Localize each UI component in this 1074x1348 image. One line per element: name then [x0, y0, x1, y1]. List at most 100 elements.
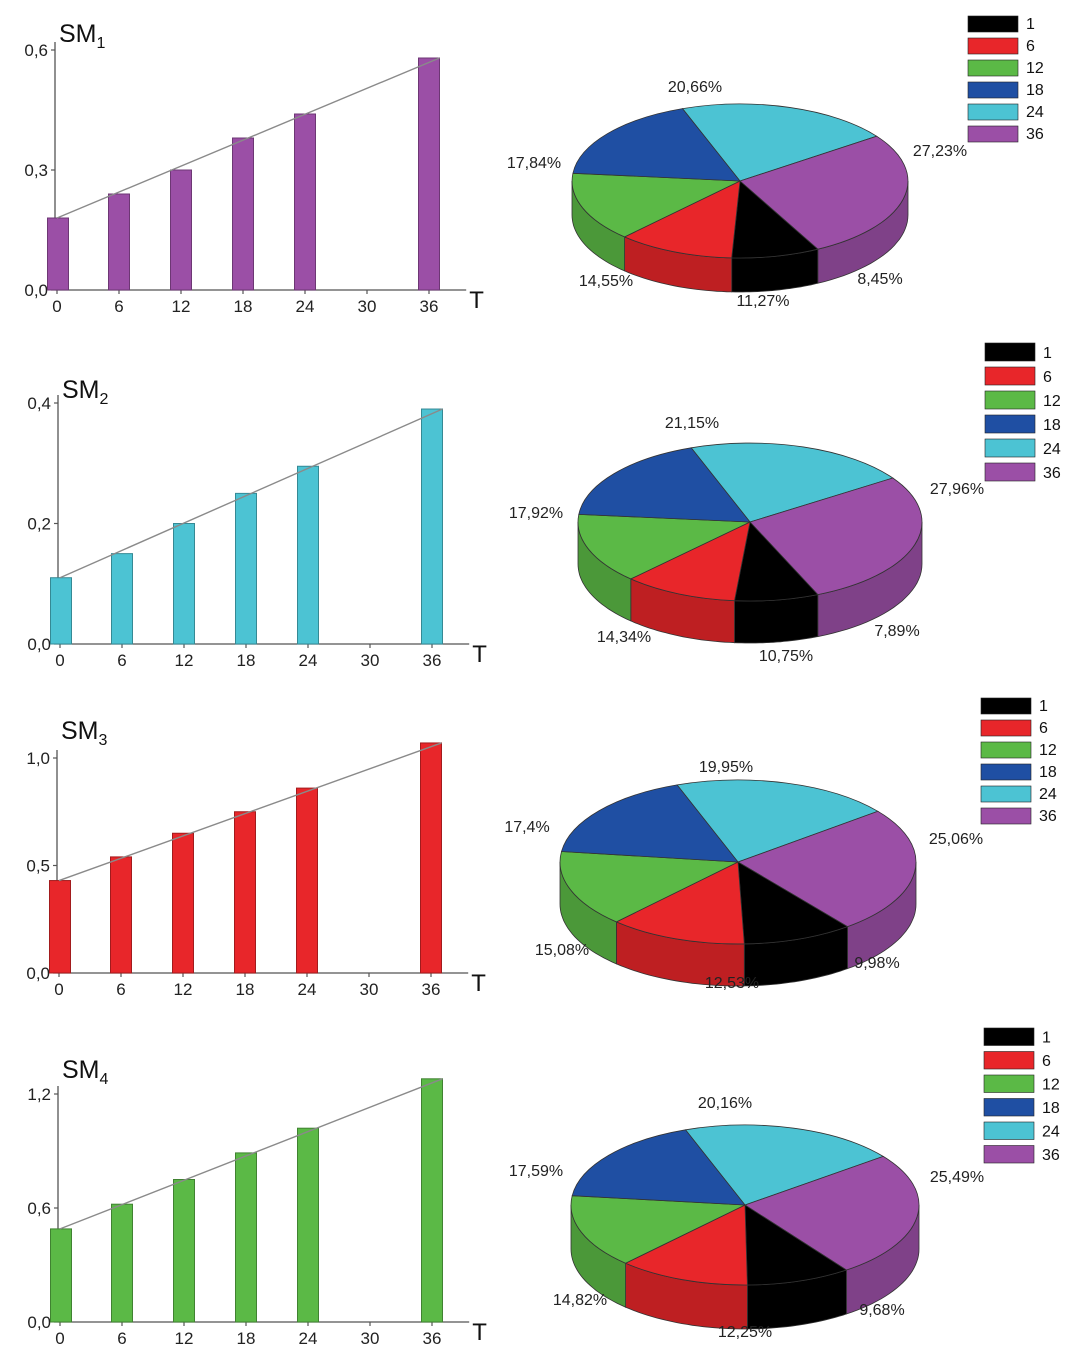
- x-tick-label: 24: [299, 1329, 318, 1348]
- pie-panel-3: 9,98% 12,53% 15,08% 17,4% 19,95% 25,06% 1 6 12 18…: [504, 697, 1057, 992]
- legend-label-6: 6: [1026, 38, 1035, 55]
- x-tick-label: 36: [423, 651, 442, 670]
- legend-label-18: 18: [1039, 764, 1057, 781]
- bar-t-36: [421, 408, 443, 645]
- bar-t-0: [50, 1228, 72, 1323]
- x-tick-label: 36: [420, 297, 439, 316]
- panel-label: SM3: [61, 717, 108, 749]
- legend-swatch-1: [967, 15, 1019, 33]
- legend-swatch-36: [984, 462, 1036, 482]
- bar-t-12: [172, 832, 194, 974]
- legend-label-12: 12: [1026, 60, 1044, 77]
- legend-label-12: 12: [1043, 393, 1061, 410]
- bar-t-18: [232, 137, 254, 291]
- legend-swatch-1: [984, 342, 1036, 362]
- slice-label-36: 25,49%: [930, 1169, 984, 1186]
- legend-swatch-12: [967, 59, 1019, 77]
- x-tick-label: 24: [298, 980, 317, 999]
- slice-label-1: 9,68%: [859, 1302, 904, 1319]
- slice-label-6: 12,25%: [718, 1324, 772, 1341]
- x-tick-label: 36: [423, 1329, 442, 1348]
- y-tick-label: 1,2: [27, 1085, 51, 1104]
- x-tick-label: 6: [117, 651, 126, 670]
- y-tick-label: 0,2: [27, 515, 51, 534]
- bar-panel-sm4: 0,0 0,6 1,2 0 6 12 18 24 30 36 T SM4: [27, 1056, 487, 1348]
- pie-panel-1: 8,45%11,27%14,55%17,84%20,66%27,23%16121…: [507, 15, 1044, 310]
- slice-label-6: 12,53%: [705, 975, 759, 992]
- bar-t-6: [108, 193, 130, 291]
- legend-label-6: 6: [1043, 369, 1052, 386]
- slice-label-24: 20,66%: [668, 79, 722, 96]
- legend-swatch-36: [983, 1145, 1035, 1164]
- x-tick-label: 30: [360, 980, 379, 999]
- slice-label-6: 11,27%: [736, 293, 789, 310]
- x-tick-label: 12: [174, 980, 193, 999]
- y-tick-label: 0,5: [26, 857, 50, 876]
- legend-label-36: 36: [1043, 465, 1061, 482]
- pie-slice-24: [690, 442, 894, 523]
- y-tick-label: 0,4: [27, 394, 51, 413]
- panel-label-subscript: 1: [97, 35, 106, 52]
- y-tick-label: 0,0: [24, 281, 48, 300]
- legend-swatch-24: [967, 103, 1019, 121]
- x-axis-label: T: [472, 641, 487, 668]
- bar-t-0: [50, 577, 72, 645]
- legend-swatch-36: [967, 125, 1019, 143]
- legend-label-18: 18: [1043, 417, 1061, 434]
- bar-t-18: [235, 1152, 257, 1323]
- legend-swatch-36: [980, 807, 1032, 825]
- slice-label-18: 17,4%: [504, 819, 549, 836]
- x-tick-label: 30: [358, 297, 377, 316]
- legend-swatch-1: [983, 1027, 1035, 1046]
- pie-side-1: [734, 594, 819, 644]
- legend-label-24: 24: [1043, 441, 1061, 458]
- x-tick-label: 6: [114, 297, 123, 316]
- x-tick-label: 6: [117, 1329, 126, 1348]
- legend-label-12: 12: [1042, 1077, 1060, 1094]
- x-tick-label: 0: [55, 1329, 64, 1348]
- legend-label-24: 24: [1039, 786, 1057, 803]
- y-tick-label: 0,6: [27, 1199, 51, 1218]
- pie-slice-24: [681, 103, 878, 182]
- legend: 1 6 12 18 24 36: [984, 342, 1061, 482]
- slice-label-6: 10,75%: [759, 648, 813, 665]
- slice-label-12: 14,34%: [597, 629, 651, 646]
- x-tick-label: 12: [175, 1329, 194, 1348]
- legend-swatch-12: [983, 1074, 1035, 1093]
- bar-t-24: [294, 113, 316, 291]
- bar-panel-sm2: 0,0 0,2 0,4 0 6 12 18 24 30 36 T SM2: [27, 376, 487, 670]
- bar-t-18: [234, 811, 256, 974]
- x-tick-label: 0: [54, 980, 63, 999]
- legend-swatch-6: [984, 366, 1036, 386]
- slice-label-18: 17,92%: [509, 505, 563, 522]
- slice-label-12: 15,08%: [535, 942, 589, 959]
- x-axis-label: T: [469, 287, 484, 314]
- legend-swatch-18: [967, 81, 1019, 99]
- x-tick-label: 0: [52, 297, 61, 316]
- panel-label: SM4: [62, 1056, 109, 1088]
- bar-panel-sm3: 0,0 0,5 1,0 0 6 12 18 24 30 36 T SM3: [26, 717, 486, 999]
- x-tick-label: 24: [296, 297, 315, 316]
- legend: 1 6 12 18 24 36: [980, 697, 1057, 825]
- panel-label-main: SM: [59, 20, 97, 48]
- panel-label-subscript: 2: [100, 391, 109, 408]
- x-axis-label: T: [471, 970, 486, 997]
- pie-slice-6: [615, 861, 745, 945]
- bar-t-18: [235, 492, 257, 645]
- x-axis-label: T: [472, 1319, 487, 1346]
- pie-slice-6: [623, 180, 741, 259]
- slice-label-18: 17,59%: [509, 1163, 563, 1180]
- legend-label-12: 12: [1039, 742, 1057, 759]
- panel-label: SM2: [62, 376, 109, 408]
- pie-slice-1: [737, 861, 849, 945]
- slice-label-36: 27,23%: [913, 143, 967, 160]
- legend-swatch-24: [980, 785, 1032, 803]
- bar-t-0: [49, 880, 71, 974]
- panel-label-main: SM: [62, 376, 100, 404]
- slice-label-1: 9,98%: [854, 955, 899, 972]
- pie-slice-1: [731, 180, 819, 259]
- pie-slice-12: [559, 851, 740, 923]
- pie-slice-36: [749, 477, 923, 596]
- x-tick-label: 18: [237, 651, 256, 670]
- y-tick-label: 0,3: [24, 161, 48, 180]
